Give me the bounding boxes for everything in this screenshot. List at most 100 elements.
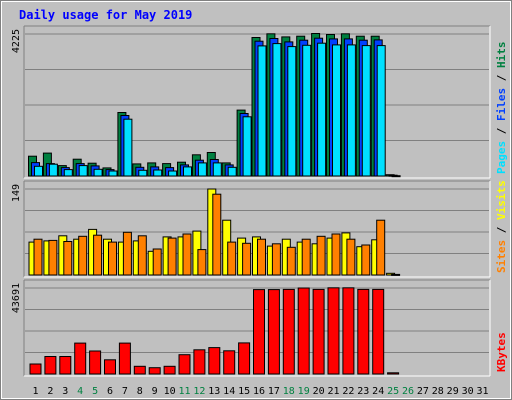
bar-kbytes-day-11 (178, 354, 191, 375)
bar-kbytes-day-1 (29, 363, 42, 375)
x-tick-label: 12 (193, 386, 205, 397)
bar-kbytes-day-13 (208, 347, 221, 375)
bar-kbytes-day-20 (312, 288, 325, 375)
legend-entry: / (495, 220, 508, 240)
x-tick-label: 4 (77, 386, 83, 397)
panel-kbytes: 43691 KBytes (11, 279, 508, 377)
bar-kbytes-day-9 (148, 367, 161, 375)
bar-sites-day-17 (271, 243, 281, 276)
x-tick-label: 9 (152, 386, 158, 397)
x-tick-label: 2 (47, 386, 53, 397)
bar-pages-day-18 (287, 46, 297, 177)
x-tick-label: 24 (372, 386, 384, 397)
bar-sites-day-21 (331, 233, 341, 276)
x-tick-label: 13 (208, 386, 220, 397)
legend: Sites / Visits (495, 180, 508, 273)
bar-sites-day-2 (48, 239, 58, 276)
x-tick-label: 16 (253, 386, 265, 397)
bar-kbytes-day-2 (44, 356, 57, 375)
x-tick-label: 3 (62, 386, 68, 397)
bar-pages-day-14 (227, 166, 237, 177)
bar-kbytes-day-5 (89, 350, 102, 375)
bar-kbytes-day-7 (118, 342, 131, 375)
bar-pages-day-3 (63, 169, 73, 177)
bar-sites-day-6 (108, 241, 117, 276)
bar-kbytes-day-3 (59, 356, 72, 375)
y-max-label: 149 (11, 184, 22, 202)
chart-title: Daily usage for May 2019 (19, 8, 192, 22)
x-tick-label: 21 (327, 386, 339, 397)
bar-kbytes-day-25 (387, 372, 400, 375)
x-tick-label: 27 (417, 386, 429, 397)
x-tick-label: 17 (268, 386, 280, 397)
x-tick-label: 6 (107, 386, 113, 397)
bar-sites-day-24 (376, 219, 386, 276)
chart-panels: 4225 Pages / Files / Hits 149 Sites / Visit… (11, 25, 508, 377)
legend-entry: Hits (495, 42, 508, 69)
legend-entry: Sites (495, 240, 508, 273)
bar-kbytes-day-19 (297, 287, 310, 375)
bar-sites-day-14 (227, 241, 237, 276)
bar-pages-day-6 (108, 170, 118, 177)
legend-entry: Pages (495, 141, 508, 174)
x-axis: 1 2 3 4 5 6 7 8 9 10 11 12 13 14 15 16 17 18 19 20 21 22 23 24 2… (32, 386, 488, 397)
bar-pages-day-7 (123, 118, 133, 177)
x-tick-label: 26 (402, 386, 414, 397)
bar-sites-day-9 (152, 248, 162, 276)
bar-pages-day-23 (361, 45, 371, 177)
bar-pages-day-8 (138, 169, 148, 177)
bar-pages-day-21 (332, 44, 341, 177)
bar-sites-day-11 (182, 233, 192, 276)
bar-pages-day-10 (168, 170, 178, 177)
bar-kbytes-day-21 (327, 287, 340, 375)
x-tick-label: 1 (32, 386, 38, 397)
bar-sites-day-1 (33, 238, 43, 276)
bar-pages-day-12 (197, 162, 207, 177)
bar-pages-day-16 (257, 45, 267, 177)
bar-kbytes-day-6 (104, 359, 116, 375)
legend-entry: / (495, 68, 508, 88)
bar-kbytes-day-17 (267, 289, 280, 375)
bar-sites-day-22 (346, 238, 356, 276)
bar-kbytes-day-24 (372, 288, 385, 375)
bar-sites-day-5 (93, 234, 103, 276)
x-tick-label: 18 (283, 386, 295, 397)
x-tick-label: 22 (342, 386, 354, 397)
y-max-label: 4225 (11, 29, 22, 53)
legend-entry: Visits (495, 180, 508, 220)
bar-sites-day-15 (242, 242, 252, 276)
x-tick-label: 15 (238, 386, 250, 397)
bar-pages-day-17 (272, 43, 282, 177)
x-tick-label: 19 (298, 386, 310, 397)
bar-pages-day-15 (242, 116, 252, 177)
x-tick-label: 30 (462, 386, 474, 397)
x-tick-label: 31 (476, 386, 488, 397)
bar-pages-day-4 (78, 165, 88, 177)
bar-pages-day-1 (34, 165, 43, 177)
bar-kbytes-day-15 (238, 342, 251, 375)
bar-sites-day-8 (137, 235, 147, 276)
bar-pages-day-2 (48, 163, 58, 177)
bar-sites-day-18 (286, 246, 296, 276)
bar-sites-day-7 (122, 231, 132, 276)
bar-pages-day-9 (153, 169, 163, 177)
panel-hits-files-pages: 4225 Pages / Files / Hits (11, 25, 508, 179)
x-tick-label: 14 (223, 386, 235, 397)
x-tick-label: 7 (122, 386, 128, 397)
bar-kbytes-day-4 (74, 342, 87, 375)
bar-pages-day-19 (302, 44, 312, 177)
bar-sites-day-10 (167, 237, 177, 276)
x-tick-label: 28 (432, 386, 444, 397)
bar-pages-day-20 (317, 42, 327, 177)
x-tick-label: 10 (164, 386, 176, 397)
bar-sites-day-20 (316, 235, 326, 276)
bar-sites-day-4 (78, 235, 88, 276)
bar-pages-day-5 (93, 168, 103, 177)
bar-kbytes-day-16 (253, 289, 265, 375)
bar-pages-day-24 (376, 45, 386, 177)
bar-sites-day-19 (301, 238, 311, 276)
bar-sites-day-25 (391, 273, 401, 276)
x-tick-label: 20 (313, 386, 325, 397)
bar-kbytes-day-18 (282, 288, 295, 375)
